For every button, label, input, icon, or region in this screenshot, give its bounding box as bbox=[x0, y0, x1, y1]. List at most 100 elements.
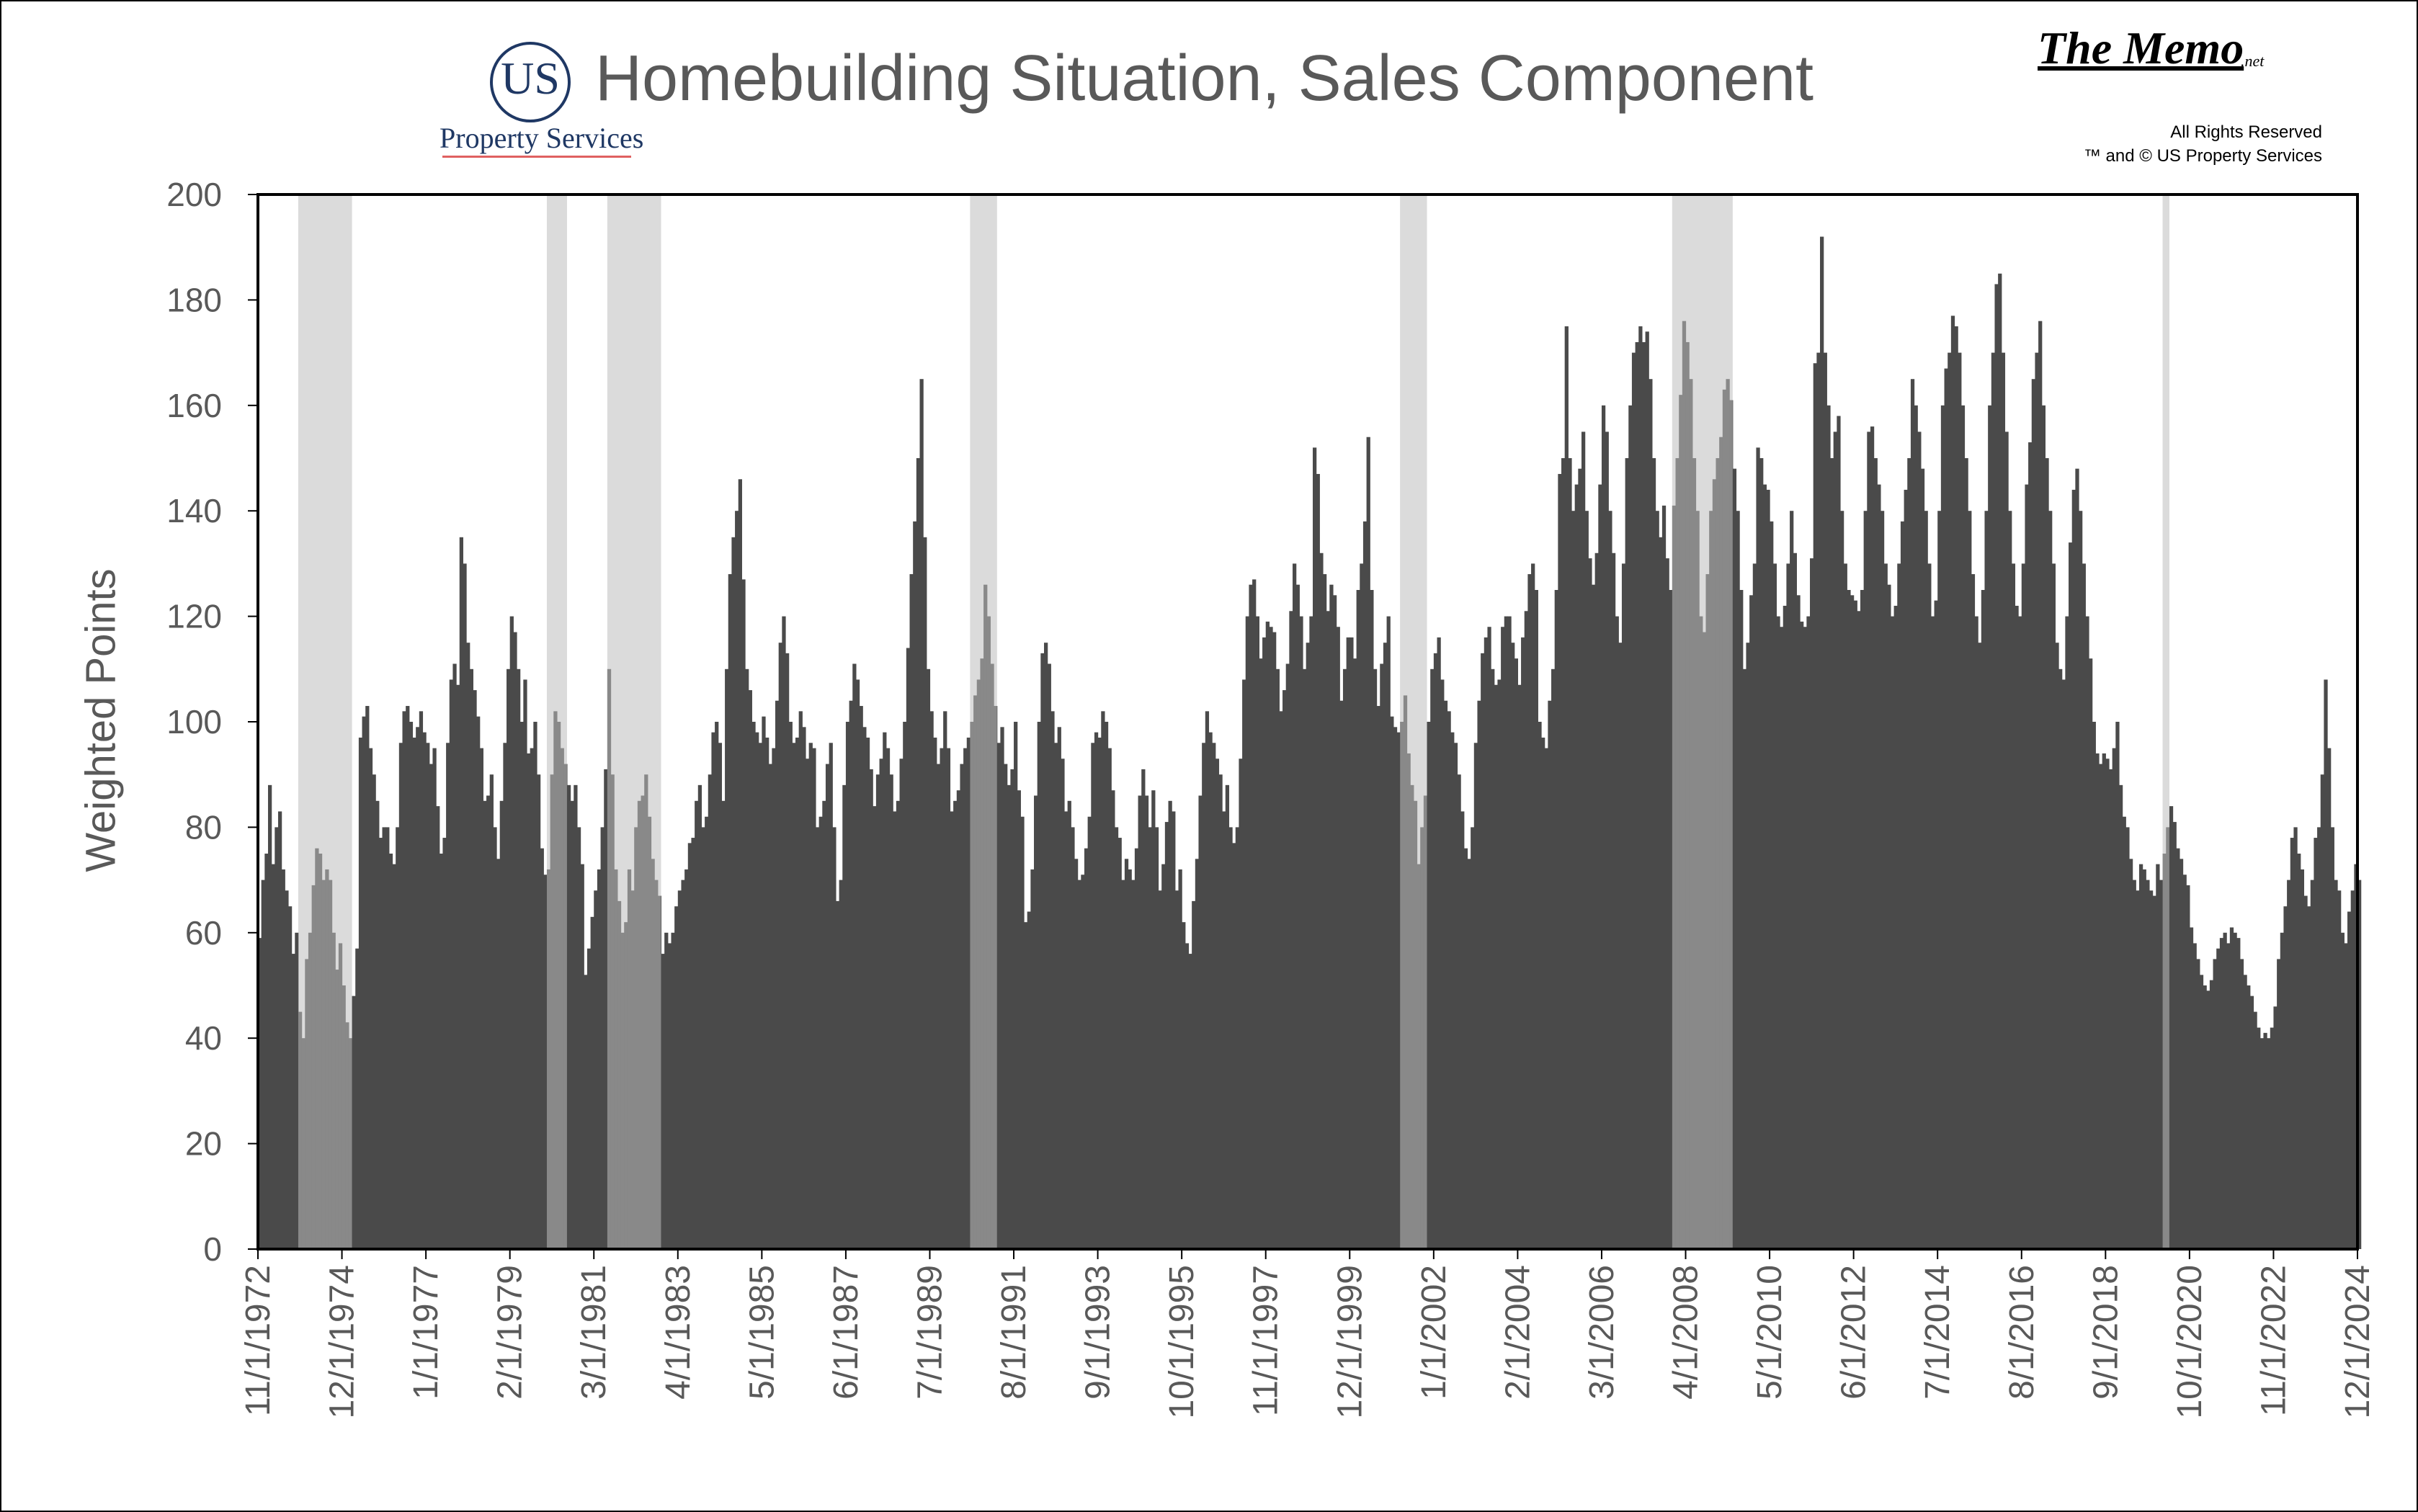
data-bar bbox=[2330, 827, 2334, 1249]
data-bar bbox=[1282, 690, 1287, 1249]
data-bar bbox=[839, 880, 843, 1249]
data-bar bbox=[825, 764, 830, 1249]
y-tick-label: 80 bbox=[185, 808, 222, 846]
data-bar bbox=[1010, 769, 1014, 1249]
x-tick-label: 6/1/2012 bbox=[1835, 1265, 1873, 1400]
data-bar bbox=[2290, 838, 2295, 1249]
data-bar bbox=[426, 743, 430, 1249]
data-bar bbox=[2249, 996, 2254, 1249]
data-bar bbox=[456, 684, 460, 1249]
data-bar bbox=[2216, 948, 2221, 1249]
data-bar bbox=[1541, 737, 1545, 1249]
data-bar bbox=[1487, 627, 1491, 1249]
data-bar bbox=[1380, 663, 1384, 1249]
data-bar bbox=[1752, 563, 1757, 1249]
data-bar bbox=[1742, 668, 1747, 1249]
data-bar bbox=[1373, 668, 1378, 1249]
data-bar bbox=[416, 727, 420, 1249]
data-bar bbox=[2108, 769, 2113, 1249]
data-bar bbox=[2239, 959, 2244, 1249]
data-bar bbox=[1061, 759, 1065, 1249]
bars-layer bbox=[258, 236, 2362, 1250]
data-bar bbox=[489, 774, 494, 1249]
data-bar bbox=[624, 922, 628, 1249]
data-bar bbox=[2182, 874, 2187, 1249]
data-bar bbox=[2156, 864, 2160, 1249]
data-bar bbox=[2179, 859, 2184, 1249]
data-bar bbox=[1806, 616, 1811, 1249]
data-bar bbox=[1635, 341, 1639, 1250]
data-bar bbox=[852, 663, 857, 1249]
data-bar bbox=[1494, 684, 1499, 1249]
data-bar bbox=[398, 743, 403, 1249]
data-bar bbox=[885, 748, 891, 1249]
data-bar bbox=[2051, 563, 2056, 1249]
data-bar bbox=[1040, 653, 1045, 1249]
data-bar bbox=[526, 753, 531, 1249]
data-bar bbox=[798, 711, 803, 1249]
data-bar bbox=[2196, 959, 2200, 1249]
data-bar bbox=[1669, 590, 1673, 1249]
data-bar bbox=[963, 748, 968, 1249]
data-bar bbox=[1581, 431, 1586, 1249]
data-bar bbox=[1964, 458, 1968, 1249]
data-bar bbox=[2337, 890, 2342, 1249]
data-bar bbox=[1121, 880, 1125, 1249]
data-bar bbox=[1544, 748, 1548, 1249]
data-bar bbox=[328, 880, 333, 1249]
data-bar bbox=[1275, 668, 1280, 1249]
data-bar bbox=[1067, 800, 1071, 1249]
data-bar bbox=[2172, 822, 2177, 1249]
data-bar bbox=[459, 537, 464, 1249]
data-bar bbox=[1790, 511, 1794, 1250]
data-bar bbox=[1034, 795, 1038, 1249]
data-bar bbox=[923, 537, 927, 1249]
data-bar bbox=[1729, 400, 1734, 1249]
data-bar bbox=[1904, 489, 1908, 1250]
data-bar bbox=[2069, 542, 2073, 1249]
data-bar bbox=[2071, 489, 2076, 1250]
data-bar bbox=[903, 722, 907, 1249]
data-bar bbox=[1172, 811, 1176, 1249]
data-bar bbox=[1433, 653, 1438, 1249]
data-bar bbox=[1689, 379, 1693, 1250]
data-bar bbox=[1699, 616, 1703, 1249]
data-bar bbox=[2270, 1027, 2275, 1249]
logo-underline bbox=[442, 156, 631, 158]
data-bar bbox=[758, 743, 762, 1249]
data-bar bbox=[2045, 458, 2049, 1249]
data-bar bbox=[778, 643, 782, 1249]
data-bar bbox=[775, 700, 780, 1249]
data-bar bbox=[815, 827, 820, 1249]
data-bar bbox=[2079, 511, 2083, 1250]
data-bar bbox=[2287, 880, 2291, 1249]
data-bar bbox=[513, 632, 517, 1249]
data-bar bbox=[285, 890, 289, 1249]
data-bar bbox=[1914, 405, 1918, 1249]
data-bar bbox=[2008, 511, 2012, 1250]
data-bar bbox=[1413, 800, 1418, 1249]
data-bar bbox=[1998, 273, 2002, 1249]
data-bar bbox=[1202, 743, 1206, 1249]
data-bar bbox=[1917, 431, 1922, 1249]
data-bar bbox=[261, 880, 265, 1249]
data-bar bbox=[1514, 658, 1518, 1249]
data-bar bbox=[563, 764, 568, 1249]
data-bar bbox=[1336, 627, 1340, 1249]
data-bar bbox=[2061, 679, 2066, 1249]
data-bar bbox=[1860, 590, 1865, 1249]
data-bar bbox=[2253, 1011, 2257, 1249]
logo-subtitle: Property Services bbox=[440, 122, 644, 154]
data-bar bbox=[295, 932, 299, 1249]
data-bar bbox=[375, 800, 380, 1249]
data-bar bbox=[1685, 341, 1690, 1250]
data-bar bbox=[1527, 574, 1532, 1249]
data-bar bbox=[745, 668, 749, 1249]
data-bar bbox=[661, 954, 665, 1249]
data-bar bbox=[439, 854, 444, 1249]
data-bar bbox=[1695, 511, 1700, 1250]
data-bar bbox=[1521, 637, 1525, 1249]
data-bar bbox=[556, 722, 561, 1249]
data-bar bbox=[1393, 727, 1398, 1249]
data-bar bbox=[2189, 927, 2194, 1249]
